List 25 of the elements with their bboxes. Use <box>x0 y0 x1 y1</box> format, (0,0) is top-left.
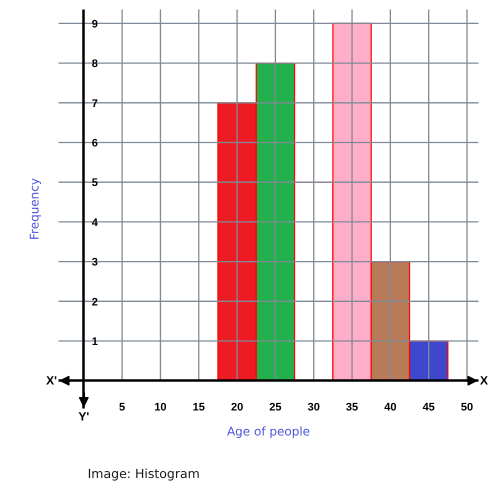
text: X' <box>46 374 58 388</box>
y-tick-label: 6 <box>92 138 98 150</box>
text: X <box>480 374 488 388</box>
y-tick-label: 9 <box>92 18 98 30</box>
x-tick-label: 35 <box>346 402 358 414</box>
y-axis-title: Frequency <box>28 178 42 240</box>
x-tick-label: 45 <box>422 402 435 414</box>
y-tick-label: 3 <box>92 256 98 269</box>
y-tick-label: 8 <box>92 58 98 70</box>
x-tick-label: 25 <box>269 402 282 414</box>
y-tick-label: 4 <box>92 216 99 229</box>
y-tick-label: 7 <box>92 98 98 110</box>
x-tick-label: 10 <box>154 402 167 414</box>
x-tick-label: 5 <box>119 402 126 414</box>
x-tick-label: 50 <box>460 402 474 414</box>
text: Image: Histogram <box>88 466 200 481</box>
y-tick-label: 5 <box>92 177 98 190</box>
x-tick-label: 20 <box>230 402 244 414</box>
x-axis-title: Age of people <box>226 424 310 438</box>
x-tick-label: 40 <box>384 402 396 414</box>
x-tick-label: 15 <box>192 402 205 414</box>
y-tick-label: 2 <box>92 296 98 308</box>
x-tick-label: 30 <box>308 402 320 414</box>
y-tick-label: 1 <box>92 336 98 348</box>
text: Y' <box>78 409 90 424</box>
